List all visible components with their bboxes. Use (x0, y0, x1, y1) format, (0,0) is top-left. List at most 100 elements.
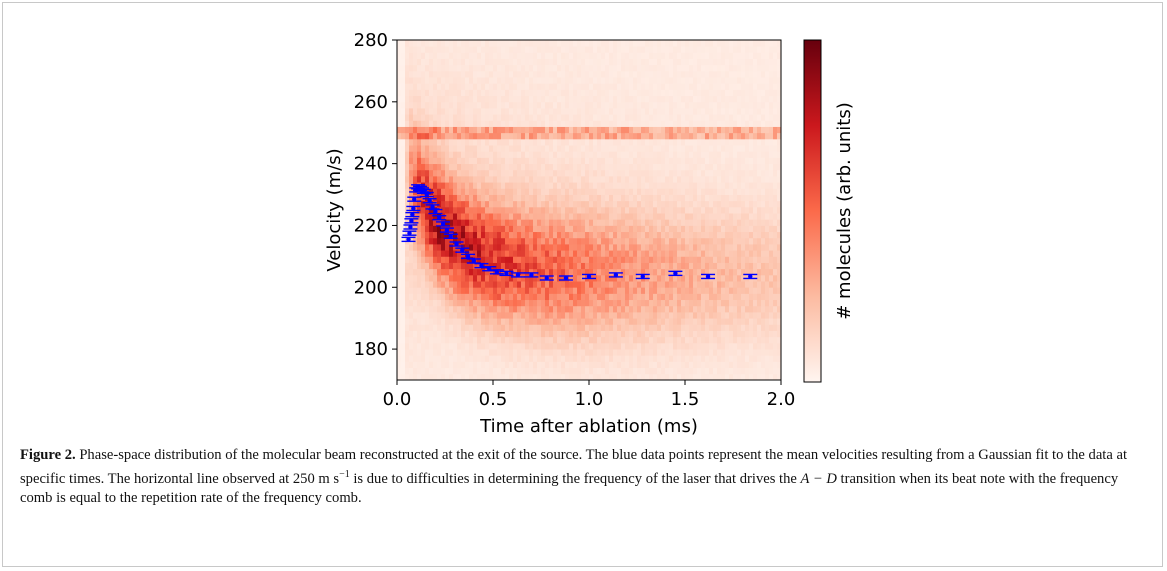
heatmap-cell (685, 324, 690, 331)
heatmap-cell (661, 132, 666, 140)
heatmap-cell (609, 287, 614, 294)
heatmap-cell (429, 163, 434, 171)
heatmap-cell (689, 355, 694, 362)
heatmap-cell (653, 237, 658, 245)
heatmap-cell (629, 182, 634, 189)
heatmap-cell (465, 361, 470, 369)
heatmap-cell (409, 256, 414, 263)
heatmap-cell (461, 101, 466, 109)
heatmap-cell (593, 126, 598, 134)
heatmap-cell (673, 342, 678, 350)
heatmap-cell (517, 219, 522, 226)
heatmap-cell (645, 126, 650, 134)
heatmap-cell (593, 157, 598, 165)
heatmap-cell (437, 83, 442, 90)
heatmap-cell (633, 274, 638, 282)
heatmap-cell (613, 151, 618, 158)
heatmap-cell (637, 237, 642, 245)
heatmap-cell (601, 225, 606, 233)
heatmap-cell (745, 145, 750, 152)
heatmap-cell (653, 194, 658, 202)
heatmap-cell (625, 262, 630, 270)
heatmap-cell (621, 70, 626, 78)
heatmap-cell (693, 361, 698, 369)
heatmap-cell (513, 188, 518, 195)
heatmap-cell (665, 225, 670, 233)
heatmap-cell (469, 330, 474, 338)
heatmap-cell (613, 163, 618, 171)
heatmap-cell (533, 305, 538, 313)
heatmap-cell (489, 157, 494, 165)
heatmap-cell (681, 188, 686, 195)
heatmap-cell (709, 250, 714, 257)
heatmap-cell (541, 101, 546, 109)
heatmap-cell (645, 157, 650, 165)
heatmap-cell (529, 237, 534, 245)
heatmap-cell (681, 336, 686, 344)
heatmap-cell (713, 182, 718, 189)
heatmap-cell (737, 336, 742, 344)
heatmap-cell (649, 274, 654, 282)
heatmap-cell (437, 244, 442, 251)
heatmap-cell (661, 237, 666, 245)
heatmap-cell (745, 83, 750, 90)
heatmap-cell (721, 367, 726, 375)
heatmap-cell (745, 318, 750, 325)
heatmap-cell (633, 318, 638, 325)
heatmap-cell (673, 355, 678, 362)
heatmap-cell (529, 225, 534, 233)
heatmap-cell (397, 145, 402, 152)
heatmap-cell (737, 194, 742, 202)
heatmap-cell (485, 126, 490, 134)
heatmap-cell (465, 188, 470, 195)
heatmap-cell (657, 120, 662, 127)
heatmap-cell (665, 188, 670, 195)
heatmap-cell (753, 200, 758, 208)
heatmap-cell (697, 231, 702, 239)
heatmap-cell (465, 318, 470, 325)
heatmap-cell (437, 342, 442, 350)
heatmap-cell (701, 58, 706, 66)
heatmap-cell (489, 237, 494, 245)
heatmap-cell (509, 77, 514, 84)
heatmap-cell (569, 274, 574, 282)
heatmap-cell (653, 138, 658, 146)
heatmap-cell (597, 299, 602, 307)
heatmap-cell (565, 268, 570, 276)
heatmap-cell (401, 157, 406, 165)
heatmap-cell (549, 305, 554, 313)
heatmap-cell (525, 299, 530, 307)
heatmap-cell (541, 244, 546, 251)
heatmap-cell (665, 355, 670, 362)
heatmap-cell (569, 330, 574, 338)
heatmap-cell (621, 188, 626, 195)
heatmap-cell (609, 188, 614, 195)
heatmap-cell (497, 299, 502, 307)
heatmap-cell (521, 299, 526, 307)
heatmap-cell (725, 52, 730, 59)
heatmap-cell (733, 231, 738, 239)
heatmap-cell (553, 318, 558, 325)
heatmap-cell (597, 287, 602, 294)
heatmap-cell (405, 132, 410, 140)
heatmap-cell (601, 349, 606, 356)
heatmap-cell (625, 355, 630, 362)
heatmap-cell (453, 89, 458, 97)
heatmap-cell (509, 299, 514, 307)
heatmap-cell (653, 373, 658, 380)
heatmap-cell (529, 108, 534, 115)
heatmap-cell (481, 367, 486, 375)
heatmap-cell (749, 367, 754, 375)
heatmap-cell (693, 312, 698, 319)
heatmap-cell (501, 324, 506, 331)
heatmap-cell (557, 373, 562, 380)
heatmap-cell (513, 52, 518, 59)
heatmap-cell (569, 157, 574, 165)
heatmap-cell (429, 176, 434, 183)
heatmap-cell (625, 157, 630, 165)
heatmap-cell (549, 163, 554, 171)
heatmap-cell (413, 77, 418, 84)
heatmap-cell (489, 145, 494, 152)
heatmap-cell (557, 231, 562, 239)
heatmap-cell (601, 83, 606, 90)
